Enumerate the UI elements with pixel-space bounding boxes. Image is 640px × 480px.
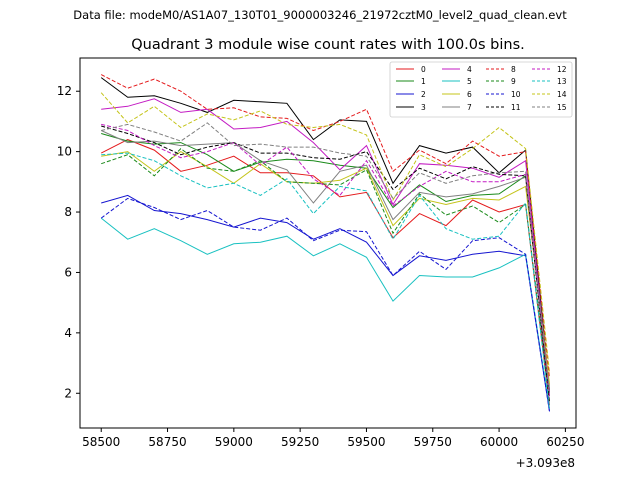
- legend-label-13: 13: [557, 77, 567, 86]
- series-line-5: [100, 217, 550, 409]
- y-tick-label: 2: [64, 386, 72, 400]
- legend-label-5: 5: [467, 77, 472, 86]
- series-line-14: [100, 92, 550, 373]
- legend-label-9: 9: [511, 77, 516, 86]
- legend-label-11: 11: [511, 103, 521, 112]
- series-line-1: [101, 133, 550, 394]
- legend-label-14: 14: [557, 90, 567, 99]
- legend-label-10: 10: [511, 90, 521, 99]
- legend-label-15: 15: [557, 103, 567, 112]
- series-line-0: [100, 139, 550, 406]
- legend-label-8: 8: [511, 65, 516, 74]
- series-line-15: [101, 122, 550, 392]
- legend-label-0: 0: [421, 65, 426, 74]
- chart-title: Quadrant 3 module wise count rates with …: [131, 37, 525, 53]
- series-line-12: [101, 123, 550, 397]
- x-axis: 58500 58750 59000 59250 59500 59750 60000 60250: [82, 428, 584, 449]
- x-offset-label: +3.093e8: [516, 456, 575, 470]
- plot-frame: [79, 57, 577, 429]
- legend-frame: [389, 61, 573, 118]
- series-line-13: [101, 152, 550, 409]
- y-tick-label: 12: [57, 84, 72, 98]
- legend-label-6: 6: [467, 90, 472, 99]
- series-line-6: [101, 151, 550, 385]
- y-tick-label: 4: [64, 326, 72, 340]
- x-tick-label: 59500: [347, 435, 385, 449]
- y-tick-label: 6: [64, 265, 72, 279]
- series-lines: [100, 74, 550, 412]
- x-tick-label: 58500: [82, 435, 120, 449]
- x-tick-label: 59750: [414, 435, 452, 449]
- series-line-11: [101, 125, 550, 403]
- series-line-8: [100, 74, 550, 379]
- series-line-2: [101, 194, 550, 412]
- legend-label-12: 12: [557, 65, 567, 74]
- x-tick-label: 60000: [480, 435, 518, 449]
- series-line-10: [100, 197, 550, 412]
- legend-label-7: 7: [467, 103, 472, 112]
- data-file-label: Data file: modeM0/AS1A07_130T01_90000032…: [73, 8, 567, 22]
- legend-label-2: 2: [421, 90, 426, 99]
- y-axis: 2 4 6 8 10 12: [57, 84, 80, 400]
- x-tick-label: 59000: [215, 435, 253, 449]
- y-tick-label: 10: [57, 145, 72, 159]
- series-line-3: [100, 77, 550, 391]
- legend-label-4: 4: [467, 65, 472, 74]
- y-tick-label: 8: [64, 205, 72, 219]
- x-tick-label: 60250: [546, 435, 584, 449]
- x-tick-label: 58750: [148, 435, 186, 449]
- x-tick-label: 59250: [281, 435, 319, 449]
- legend-label-1: 1: [421, 77, 426, 86]
- series-line-4: [101, 98, 550, 394]
- legend-label-3: 3: [421, 103, 426, 112]
